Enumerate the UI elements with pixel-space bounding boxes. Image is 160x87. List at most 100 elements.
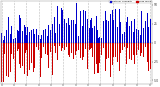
Bar [95, 43, 96, 60]
Bar [139, 33, 140, 43]
Bar [10, 43, 11, 72]
Bar [31, 43, 32, 64]
Bar [111, 43, 112, 75]
Bar [92, 43, 93, 57]
Bar [57, 6, 58, 43]
Bar [50, 43, 51, 52]
Bar [128, 43, 129, 66]
Bar [6, 30, 7, 43]
Bar [23, 28, 24, 43]
Bar [118, 43, 119, 55]
Bar [113, 20, 114, 43]
Bar [150, 19, 151, 43]
Bar [136, 29, 137, 43]
Bar [1, 43, 2, 82]
Bar [126, 22, 127, 43]
Bar [17, 43, 18, 51]
Bar [112, 10, 113, 43]
Bar [67, 18, 68, 43]
Bar [84, 43, 85, 73]
Bar [124, 43, 125, 47]
Bar [27, 27, 28, 43]
Bar [54, 17, 55, 43]
Bar [140, 35, 141, 43]
Bar [143, 28, 144, 43]
Bar [122, 43, 123, 50]
Bar [143, 43, 144, 57]
Bar [54, 43, 55, 46]
Bar [145, 21, 146, 43]
Bar [24, 43, 25, 74]
Bar [40, 43, 41, 77]
Bar [95, 39, 96, 43]
Bar [138, 30, 139, 43]
Bar [45, 43, 46, 54]
Bar [52, 24, 53, 43]
Bar [56, 43, 57, 50]
Bar [31, 30, 32, 43]
Bar [17, 30, 18, 43]
Bar [46, 30, 47, 43]
Bar [29, 43, 30, 70]
Bar [105, 43, 106, 71]
Bar [78, 36, 79, 43]
Bar [90, 20, 91, 43]
Bar [61, 43, 62, 51]
Bar [145, 43, 146, 47]
Bar [69, 43, 70, 57]
Bar [66, 43, 67, 47]
Bar [100, 43, 101, 65]
Bar [80, 11, 81, 43]
Bar [59, 24, 60, 43]
Bar [15, 38, 16, 43]
Bar [89, 43, 90, 50]
Bar [69, 25, 70, 43]
Bar [127, 43, 128, 48]
Bar [28, 39, 29, 43]
Bar [77, 43, 78, 45]
Bar [105, 11, 106, 43]
Bar [138, 43, 139, 50]
Bar [99, 43, 100, 63]
Bar [106, 20, 107, 43]
Bar [133, 43, 134, 55]
Bar [40, 39, 41, 43]
Bar [111, 16, 112, 43]
Bar [78, 43, 79, 50]
Bar [149, 43, 150, 51]
Bar [83, 43, 84, 57]
Bar [87, 19, 88, 43]
Bar [150, 43, 151, 69]
Bar [46, 43, 47, 75]
Bar [82, 43, 83, 60]
Bar [85, 11, 86, 43]
Bar [71, 43, 72, 53]
Bar [117, 43, 118, 62]
Bar [117, 27, 118, 43]
Bar [6, 43, 7, 76]
Legend: Outdoor Humidity, High Temp: Outdoor Humidity, High Temp [109, 0, 151, 3]
Bar [45, 29, 46, 43]
Bar [33, 29, 34, 43]
Bar [34, 34, 35, 43]
Bar [71, 20, 72, 43]
Bar [64, 19, 65, 43]
Bar [62, 43, 63, 48]
Bar [129, 43, 130, 59]
Bar [43, 30, 44, 43]
Bar [94, 26, 95, 43]
Bar [106, 43, 107, 59]
Bar [23, 43, 24, 75]
Bar [8, 17, 9, 43]
Bar [110, 43, 111, 77]
Bar [8, 43, 9, 77]
Bar [129, 26, 130, 43]
Bar [13, 43, 14, 59]
Bar [68, 18, 69, 43]
Bar [113, 43, 114, 57]
Bar [80, 43, 81, 58]
Bar [55, 33, 56, 43]
Bar [38, 43, 39, 50]
Bar [110, 14, 111, 43]
Bar [57, 43, 58, 60]
